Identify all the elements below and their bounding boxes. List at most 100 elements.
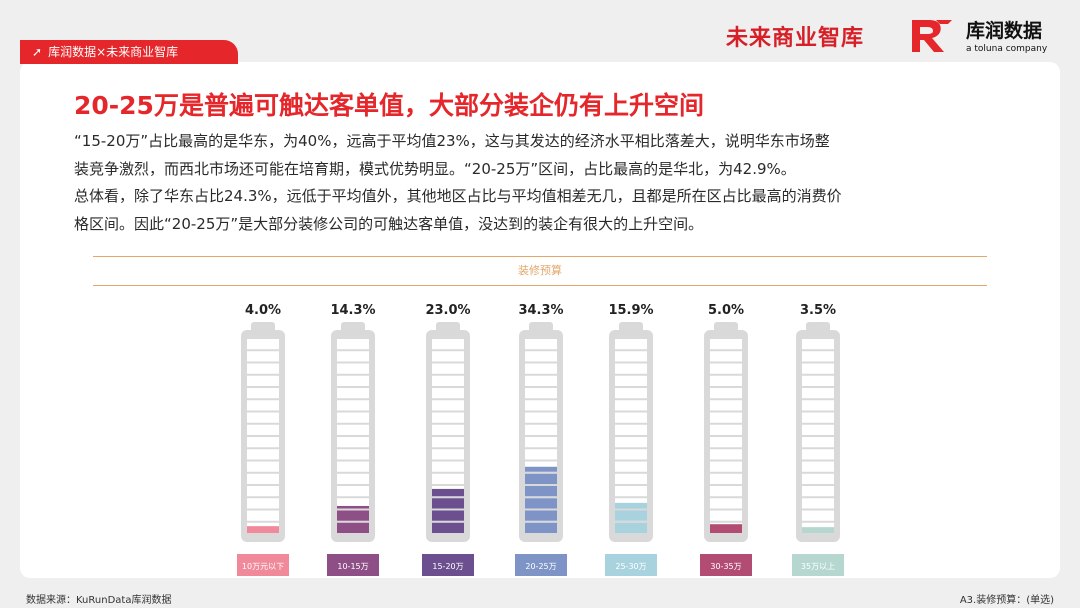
bar-slot bbox=[710, 449, 742, 460]
bar-fill-segment bbox=[432, 522, 464, 533]
bar-slot bbox=[615, 461, 647, 472]
category-box bbox=[327, 554, 379, 576]
bar-slot bbox=[802, 412, 834, 423]
bar-slot bbox=[337, 375, 369, 386]
bar-body bbox=[426, 330, 470, 542]
bar-fill bbox=[247, 526, 279, 533]
bar-slot bbox=[710, 473, 742, 484]
bar-slot bbox=[615, 449, 647, 460]
bar-slot bbox=[802, 363, 834, 374]
category-box bbox=[237, 554, 289, 576]
bar-slot bbox=[615, 351, 647, 362]
bar-slot bbox=[710, 351, 742, 362]
bar-slot bbox=[615, 473, 647, 484]
bar-slot bbox=[337, 461, 369, 472]
bar-slot bbox=[710, 412, 742, 423]
bar-slot bbox=[802, 437, 834, 448]
category-box bbox=[700, 554, 752, 576]
bar-slot bbox=[710, 486, 742, 497]
brand-left-logo: 未来商业智库 bbox=[726, 26, 865, 51]
bar-slot bbox=[710, 437, 742, 448]
category-label: 15-20万 bbox=[432, 562, 463, 571]
bar-slot bbox=[802, 388, 834, 399]
bar-slot bbox=[337, 363, 369, 374]
paragraph-line: 总体看，除了华东占比24.3%，远低于平均值外，其他地区占比与平均值相差无几，且… bbox=[74, 187, 842, 205]
bar-slot bbox=[525, 412, 557, 423]
bar-slot bbox=[247, 400, 279, 411]
bar-fill-segment bbox=[337, 510, 369, 521]
bar-slot bbox=[802, 375, 834, 386]
category-label: 30-35万 bbox=[710, 562, 741, 571]
bar-slot bbox=[247, 375, 279, 386]
paragraph-line: 格区间。因此“20-25万”是大部分装修公司的可触达客单值，没达到的装企有很大的… bbox=[74, 214, 704, 233]
bar-cap bbox=[341, 322, 365, 332]
arrow-icon: ➚ bbox=[32, 45, 43, 59]
bar-slot bbox=[615, 339, 647, 350]
bar-fill-segment bbox=[337, 522, 369, 533]
bar-slot bbox=[337, 437, 369, 448]
bar-slot bbox=[337, 400, 369, 411]
bar-slot bbox=[247, 412, 279, 423]
bar-fill-segment bbox=[615, 522, 647, 533]
bar-fill-segment bbox=[432, 498, 464, 509]
bar-slot bbox=[337, 473, 369, 484]
bar-slot bbox=[432, 375, 464, 386]
bar-slot bbox=[615, 412, 647, 423]
bar-fill-segment bbox=[615, 502, 647, 509]
header-tag-label: 库润数据×未来商业智库 bbox=[48, 45, 179, 59]
category-label: 35万以上 bbox=[801, 562, 835, 571]
bar-fill bbox=[710, 524, 742, 533]
bar-slot bbox=[525, 351, 557, 362]
bar-slot bbox=[710, 461, 742, 472]
category-label: 10万元以下 bbox=[242, 562, 284, 571]
bar-slot bbox=[247, 424, 279, 435]
bar-fill-segment bbox=[615, 510, 647, 521]
bar-slot bbox=[525, 437, 557, 448]
header-tag: ➚ 库润数据×未来商业智库 bbox=[20, 40, 238, 64]
bar-slot bbox=[525, 363, 557, 374]
value-label: 15.9% bbox=[608, 303, 653, 318]
bar-slot bbox=[247, 510, 279, 521]
bar-slot bbox=[710, 510, 742, 521]
bar-fill bbox=[802, 527, 834, 533]
bar-slot bbox=[432, 339, 464, 350]
bar-slot bbox=[247, 449, 279, 460]
bar-slot bbox=[247, 437, 279, 448]
bar-slot bbox=[710, 375, 742, 386]
bar-cap bbox=[806, 322, 830, 332]
bar-slot bbox=[337, 339, 369, 350]
bar-slot bbox=[525, 424, 557, 435]
bar-slot bbox=[247, 388, 279, 399]
category-box bbox=[605, 554, 657, 576]
category-label: 10-15万 bbox=[337, 562, 368, 571]
bar-body bbox=[241, 330, 285, 542]
footer-question: A3.装修预算：(单选) bbox=[959, 595, 1054, 606]
value-label: 3.5% bbox=[800, 303, 836, 318]
bar-fill-segment bbox=[247, 526, 279, 533]
bar-slot bbox=[710, 498, 742, 509]
paragraph-line: 装竞争激烈，而西北市场还可能在培育期，模式优势明显。“20-25万”区间，占比最… bbox=[74, 159, 796, 178]
category-box bbox=[422, 554, 474, 576]
bar-body bbox=[704, 330, 748, 542]
bar-slot bbox=[337, 424, 369, 435]
bar-slot bbox=[615, 363, 647, 374]
bar-slot bbox=[802, 473, 834, 484]
bar-cap bbox=[251, 322, 275, 332]
bar-slot bbox=[802, 400, 834, 411]
bar-slot bbox=[432, 388, 464, 399]
bar-slot bbox=[525, 449, 557, 460]
bar-slot bbox=[432, 473, 464, 484]
bar-slot bbox=[615, 400, 647, 411]
bar-slot bbox=[710, 339, 742, 350]
bar-cap bbox=[529, 322, 553, 332]
bar-fill-segment bbox=[525, 486, 557, 497]
bar-slot bbox=[615, 388, 647, 399]
bar-fill-segment bbox=[710, 524, 742, 533]
bar-fill-segment bbox=[525, 498, 557, 509]
bar-slot bbox=[802, 449, 834, 460]
bar-slot bbox=[247, 486, 279, 497]
bar-fill bbox=[432, 488, 464, 533]
bar-slot bbox=[337, 498, 369, 509]
bar-slot bbox=[247, 461, 279, 472]
